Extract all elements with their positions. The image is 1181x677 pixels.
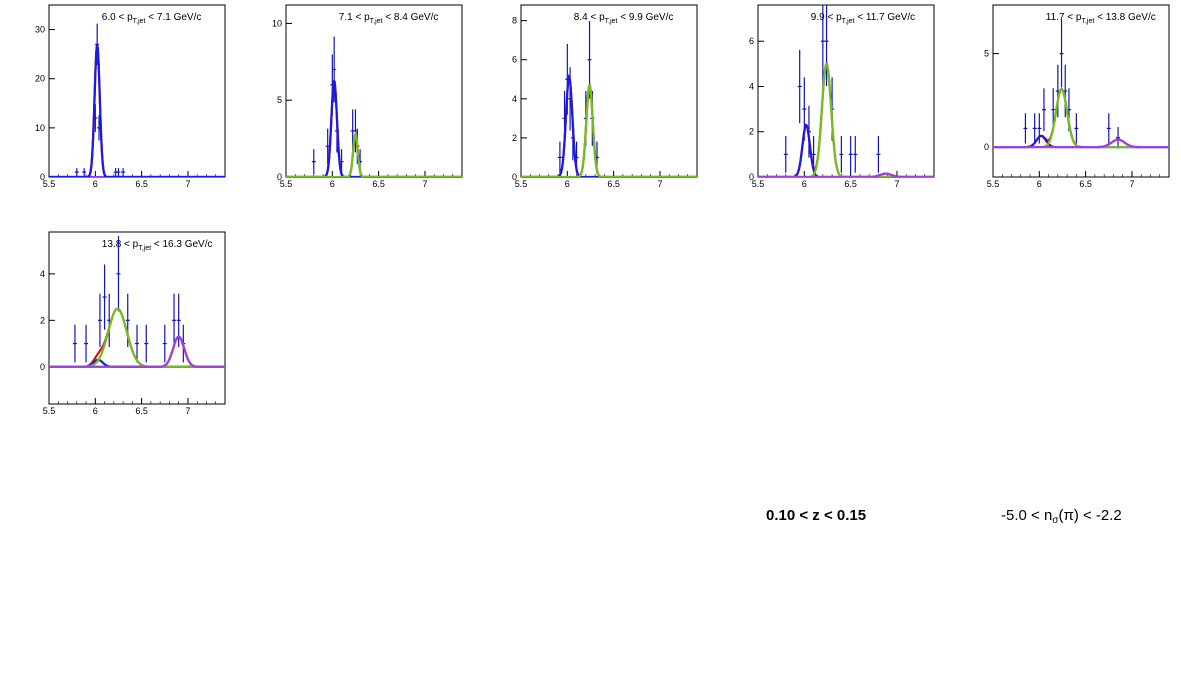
pt-range-label: 8.4 < pT,jet < 9.9 GeV/c	[574, 12, 674, 25]
kaon-fit-curve	[758, 62, 934, 177]
pt-range-label: 7.1 < pT,jet < 8.4 GeV/c	[339, 12, 439, 25]
y-tick-label: 4	[512, 94, 517, 104]
y-tick-label: 5	[984, 49, 989, 59]
x-tick-label: 6.5	[844, 179, 857, 189]
kaon-fit-curve	[993, 87, 1169, 149]
pt-range-label: 13.8 < pT,jet < 16.3 GeV/c	[102, 239, 213, 252]
z-range-caption: 0.10 < z < 0.15	[766, 507, 867, 524]
pion-fit-curve	[49, 44, 225, 177]
y-tick-label: 10	[35, 123, 45, 133]
x-tick-label: 6	[93, 406, 98, 416]
pt-range-label: 6.0 < pT,jet < 7.1 GeV/c	[102, 12, 202, 25]
y-tick-label: 6	[749, 36, 754, 46]
x-tick-label: 6.5	[607, 179, 620, 189]
x-tick-label: 6	[565, 179, 570, 189]
total-fit-curve	[758, 62, 934, 177]
panel-2: 0 5 10 5.5 6 6.5 7 7.1 < pT,jet < 8.4 GeV/c	[272, 4, 463, 189]
plot-area	[758, 5, 934, 177]
y-tick-label: 2	[512, 133, 517, 143]
y-tick-label: 0	[40, 172, 45, 182]
pion-fit-curve	[758, 123, 934, 177]
x-tick-label: 5.5	[43, 179, 56, 189]
proton-fit-curve	[993, 138, 1169, 149]
kaon-fit-curve	[521, 82, 697, 177]
x-tick-label: 5.5	[43, 406, 56, 416]
proton-fit-curve	[758, 172, 934, 177]
x-tick-label: 7	[657, 179, 662, 189]
y-tick-label: 6	[512, 55, 517, 65]
plot-frame	[757, 4, 935, 178]
x-tick-label: 7	[422, 179, 427, 189]
nsigma-caption-subscript: σ	[1052, 515, 1059, 526]
x-tick-label: 7	[1129, 179, 1134, 189]
x-tick-label: 5.5	[515, 179, 528, 189]
x-tick-label: 5.5	[987, 179, 1000, 189]
x-tick-label: 6	[802, 179, 807, 189]
pion-fit-curve	[286, 80, 462, 177]
y-tick-label: 5	[277, 95, 282, 105]
x-tick-label: 6	[1037, 179, 1042, 189]
y-tick-label: 20	[35, 74, 45, 84]
plot-frame	[520, 4, 698, 178]
panel-3: 0 2 4 6 8 5.5 6 6.5 7 8.4 < pT,jet < 9.9 GeV/c	[512, 4, 698, 189]
total-fit-curve	[521, 73, 697, 177]
total-fit-curve	[286, 80, 462, 177]
plot-area	[993, 19, 1169, 149]
x-tick-label: 5.5	[280, 179, 293, 189]
plot-frame	[992, 4, 1170, 178]
x-tick-label: 6.5	[372, 179, 385, 189]
proton-fit-curve	[49, 335, 225, 368]
kaon-fit-curve	[286, 130, 462, 177]
y-tick-label: 4	[749, 81, 754, 91]
plot-area	[521, 20, 697, 177]
y-tick-label: 8	[512, 16, 517, 26]
y-tick-label: 0	[512, 172, 517, 182]
plot-frame	[285, 4, 463, 178]
y-tick-label: 0	[277, 172, 282, 182]
y-tick-label: 2	[40, 315, 45, 325]
pion-fit-curve	[521, 73, 697, 177]
plot-area	[49, 236, 225, 368]
x-tick-label: 6.5	[135, 406, 148, 416]
plot-area	[49, 23, 225, 177]
panel-5: 0 5 5.5 6 6.5 7 11.7 < pT,jet < 13.8 GeV/c	[984, 4, 1170, 189]
x-tick-label: 7	[185, 179, 190, 189]
plot-frame	[48, 4, 226, 178]
total-fit-curve	[49, 44, 225, 177]
x-tick-label: 6	[93, 179, 98, 189]
x-tick-label: 7	[185, 406, 190, 416]
x-tick-label: 5.5	[752, 179, 765, 189]
plot-area	[286, 36, 462, 177]
nsigma-caption-suffix: (π) < -2.2	[1058, 507, 1122, 524]
total-fit-curve	[993, 87, 1169, 149]
pt-range-label: 11.7 < pT,jet < 13.8 GeV/c	[1046, 12, 1156, 25]
y-tick-label: 30	[35, 25, 45, 35]
y-tick-label: 4	[40, 269, 45, 279]
x-tick-label: 7	[894, 179, 899, 189]
plot-frame	[48, 231, 226, 405]
x-tick-label: 6.5	[135, 179, 148, 189]
nsigma-caption-prefix: -5.0 < n	[1001, 507, 1053, 524]
x-tick-label: 6.5	[1079, 179, 1092, 189]
pion-fit-curve	[993, 134, 1169, 149]
y-tick-label: 0	[749, 172, 754, 182]
nsigma-range-caption: -5.0 < nσ(π) < -2.2	[1001, 507, 1122, 526]
y-tick-label: 0	[40, 362, 45, 372]
y-tick-label: 10	[272, 18, 282, 28]
x-tick-label: 6	[330, 179, 335, 189]
panel-6: 0 2 4 5.5 6 6.5 7 13.8 < pT,jet < 16.3 GeV/c	[40, 231, 226, 416]
panel-1: 0 10 20 30 5.5 6 6.5 7 6.0 < pT,jet < 7.1 GeV/c	[35, 4, 226, 189]
y-tick-label: 2	[749, 127, 754, 137]
y-tick-label: 0	[984, 142, 989, 152]
